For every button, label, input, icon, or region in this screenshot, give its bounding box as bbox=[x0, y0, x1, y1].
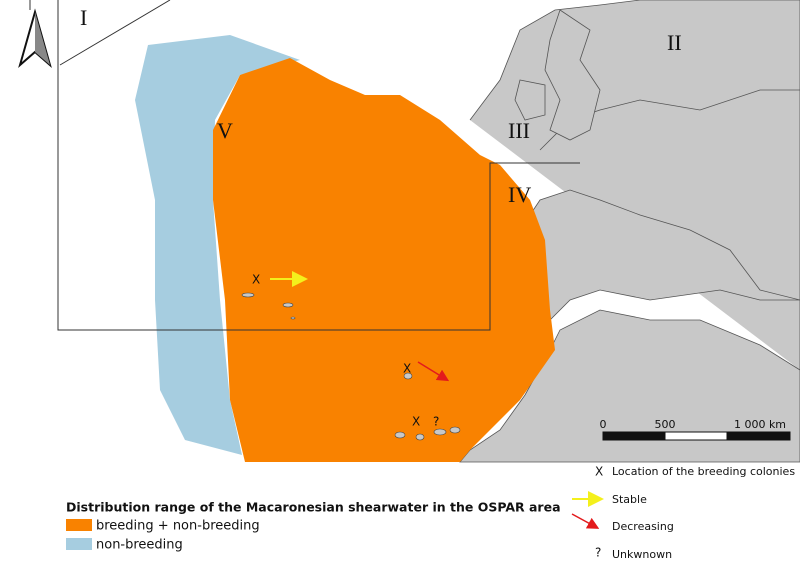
legend-symbol: ? bbox=[595, 546, 601, 560]
region-label: I bbox=[80, 5, 87, 30]
scale-label: 1 000 km bbox=[734, 418, 786, 431]
islands bbox=[241, 292, 461, 441]
legend-label: Unkwnown bbox=[612, 548, 672, 561]
legend-swatch bbox=[66, 538, 92, 550]
land bbox=[459, 0, 800, 463]
non-breeding-area bbox=[135, 35, 300, 455]
colony-marker: X bbox=[412, 415, 420, 429]
trend-arrow bbox=[417, 361, 450, 382]
legend-label: Stable bbox=[612, 493, 647, 506]
colony-marker: X bbox=[403, 362, 411, 376]
legend-title: Distribution range of the Macaronesian s… bbox=[66, 500, 561, 515]
region-label: V bbox=[217, 118, 233, 143]
scale-label: 500 bbox=[655, 418, 676, 431]
legend-symbol: X bbox=[595, 465, 603, 479]
colony-marker: X bbox=[252, 273, 260, 287]
scale-bar bbox=[602, 431, 791, 441]
legend-label: non-breeding bbox=[96, 538, 183, 553]
region-label: II bbox=[667, 30, 682, 55]
legend-symbol bbox=[571, 513, 600, 529]
region-label: III bbox=[508, 118, 530, 143]
scale-label: 0 bbox=[600, 418, 607, 431]
legend-label: breeding + non-breeding bbox=[96, 519, 260, 534]
breeding-area bbox=[213, 58, 555, 462]
legend-swatch bbox=[66, 519, 92, 531]
unknown-marker: ? bbox=[433, 415, 439, 429]
ospar-boundaries bbox=[29, 0, 580, 331]
legend-label: Location of the breeding colonies bbox=[612, 465, 795, 478]
region-label: IV bbox=[508, 182, 531, 207]
north-arrow bbox=[18, 8, 52, 68]
legend-label: Decreasing bbox=[612, 520, 674, 533]
